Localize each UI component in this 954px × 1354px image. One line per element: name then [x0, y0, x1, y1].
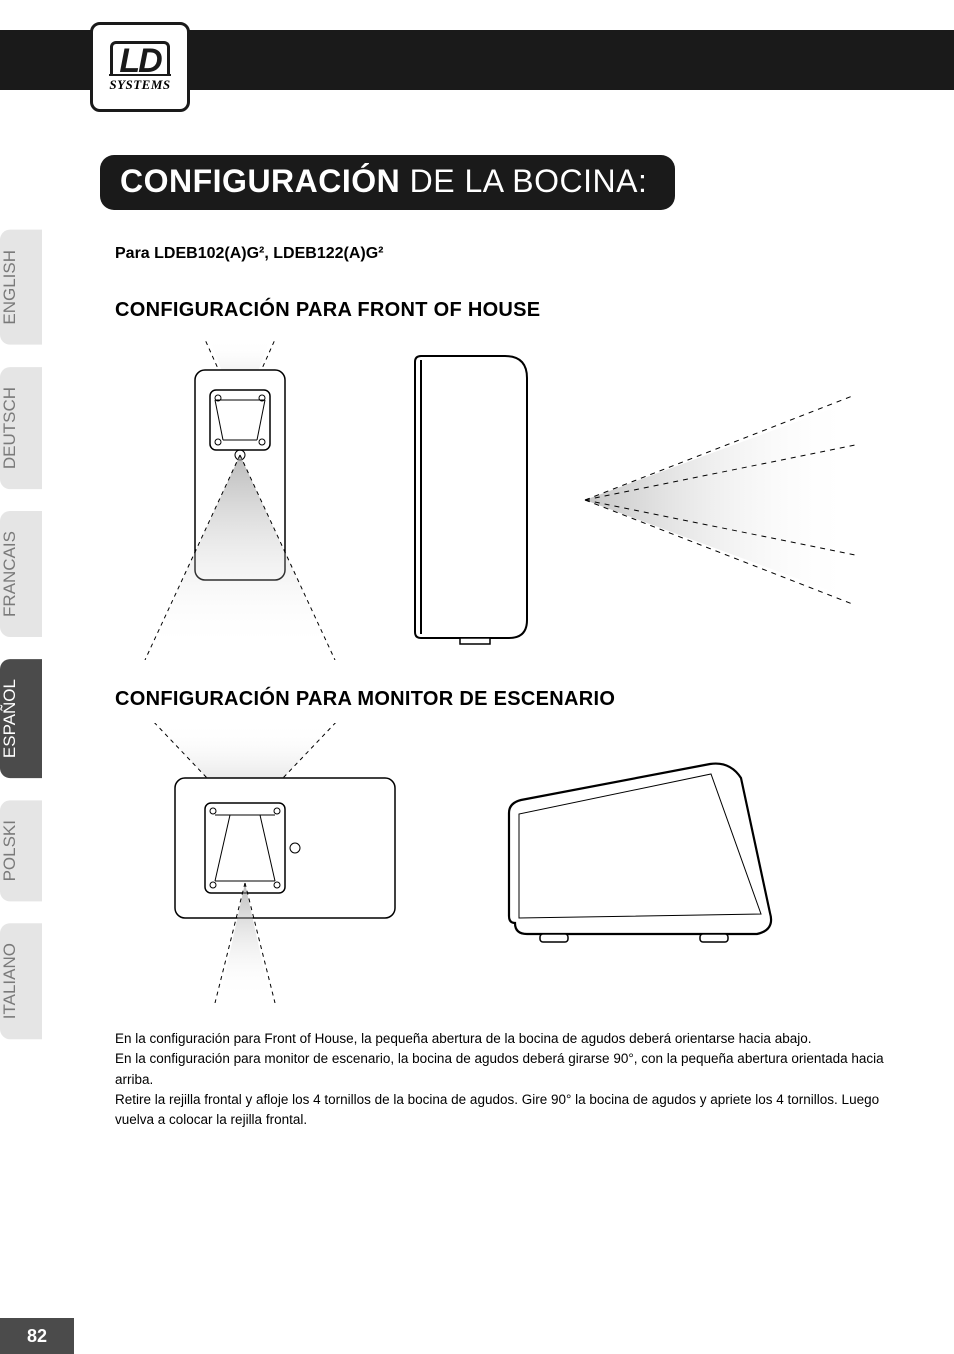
logo-top: LD [110, 41, 169, 76]
lang-tab-espanol[interactable]: ESPAÑOL [0, 659, 42, 778]
body-text: En la configuración para Front of House,… [115, 1029, 914, 1130]
page-title: CONFIGURACIÓN DE LA BOCINA: [100, 155, 675, 210]
logo-bottom: SYSTEMS [109, 74, 170, 93]
section-heading-monitor: CONFIGURACIÓN PARA MONITOR DE ESCENARIO [115, 688, 914, 711]
page-number: 82 [0, 1318, 74, 1354]
body-paragraph-1: En la configuración para Front of House,… [115, 1029, 914, 1049]
monitor-front-diagram [115, 723, 435, 1003]
lang-tab-italiano[interactable]: ITALIANO [0, 923, 42, 1039]
foh-front-diagram [115, 340, 365, 660]
monitor-diagram-row [115, 723, 914, 1003]
page-title-bold: CONFIGURACIÓN [120, 163, 400, 199]
body-paragraph-2: En la configuración para monitor de esce… [115, 1049, 914, 1090]
model-label-prefix: Para [115, 245, 154, 262]
lang-tab-deutsch[interactable]: DEUTSCH [0, 367, 42, 489]
lang-tab-francais[interactable]: FRANCAIS [0, 511, 42, 637]
section-heading-foh: CONFIGURACIÓN PARA FRONT OF HOUSE [115, 299, 914, 322]
foh-diagram-row [115, 340, 914, 660]
language-tabs: ENGLISH DEUTSCH FRANCAIS ESPAÑOL POLSKI … [0, 230, 42, 1039]
lang-tab-polski[interactable]: POLSKI [0, 800, 42, 901]
monitor-side-diagram [485, 758, 785, 968]
lang-tab-english[interactable]: ENGLISH [0, 230, 42, 345]
foh-side-diagram [395, 350, 545, 650]
content-area: Para LDEB102(A)G², LDEB122(A)G² CONFIGUR… [115, 245, 914, 1130]
model-label-models: LDEB102(A)G², LDEB122(A)G² [154, 245, 383, 262]
model-label: Para LDEB102(A)G², LDEB122(A)G² [115, 245, 914, 263]
foh-top-dispersion-diagram [575, 390, 855, 610]
brand-logo: LD SYSTEMS [90, 22, 190, 112]
page-title-light: DE LA BOCINA: [400, 163, 647, 199]
body-paragraph-3: Retire la rejilla frontal y afloje los 4… [115, 1090, 914, 1131]
